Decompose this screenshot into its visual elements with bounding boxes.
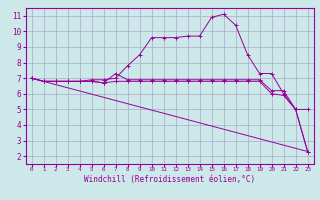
X-axis label: Windchill (Refroidissement éolien,°C): Windchill (Refroidissement éolien,°C) bbox=[84, 175, 255, 184]
